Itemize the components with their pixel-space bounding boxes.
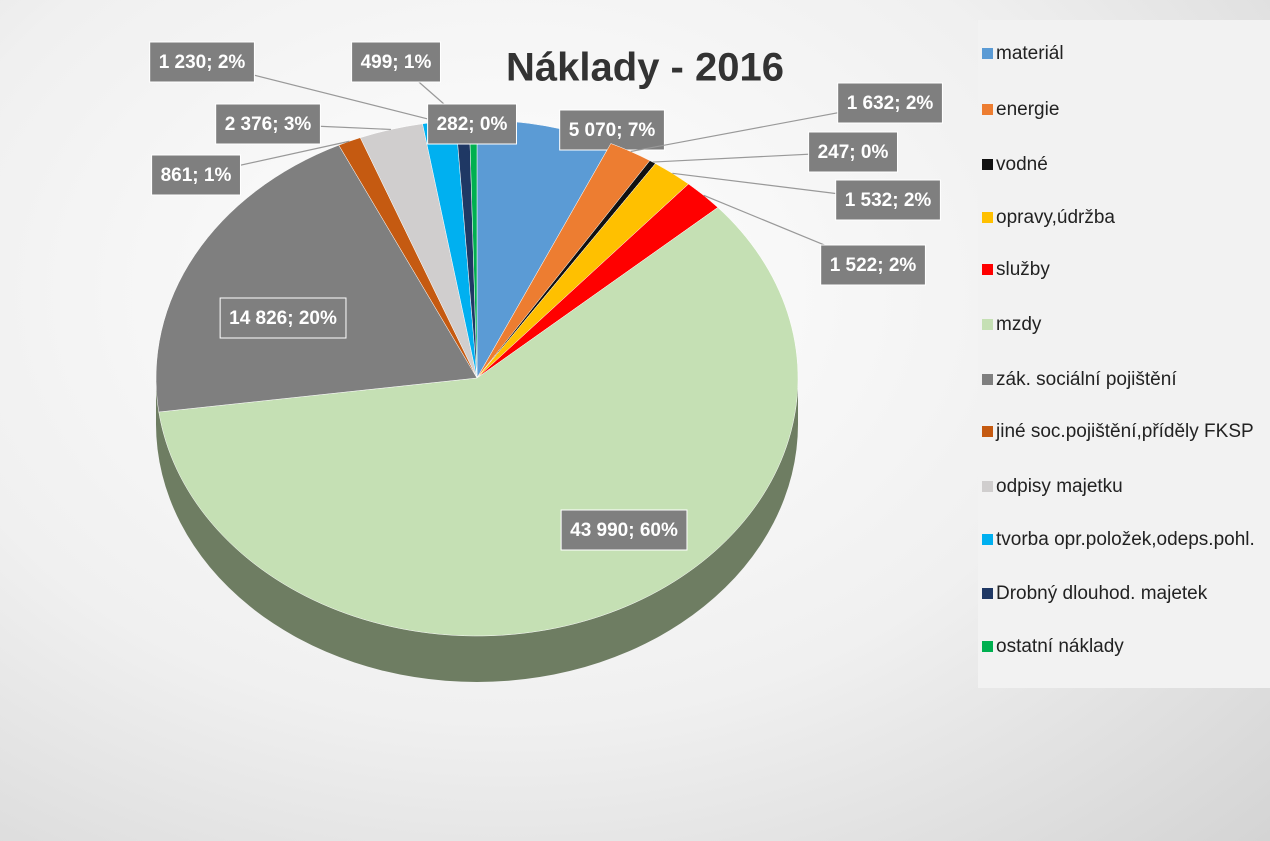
data-label-text: 14 826; 20% [229,308,337,329]
data-label: 1 532; 2% [835,179,941,221]
data-label-text: 247; 0% [818,142,889,163]
pie-slice [155,144,478,413]
legend-item: vodné [982,153,1268,177]
legend-swatch [982,588,993,599]
legend-item: tvorba opr.položek,odeps.pohl. [982,528,1268,552]
data-label-box [219,297,347,339]
data-label: 14 826; 20% [219,297,347,339]
legend-label: služby [996,259,1050,280]
legend-label: odpisy majetku [996,476,1123,497]
legend-label: mzdy [996,314,1042,335]
data-label-box [427,103,517,145]
legend-item: Drobný dlouhod. majetek [982,582,1268,606]
legend-label: vodné [996,154,1048,175]
legend-item: ostatní náklady [982,635,1268,659]
legend-item: jiné soc.pojištění,příděly FKSP [982,420,1268,444]
data-label: 247; 0% [808,131,898,173]
data-label-text: 43 990; 60% [570,520,678,541]
legend-swatch [982,534,993,545]
data-label-box [559,109,665,151]
legend-label: energie [996,99,1060,120]
legend-swatch [982,374,993,385]
data-label-box [560,509,688,551]
data-label-text: 1 532; 2% [845,190,932,211]
data-label-text: 1 522; 2% [830,255,917,276]
data-label-box [835,179,941,221]
legend-item: služby [982,258,1268,282]
legend-swatch [982,319,993,330]
data-label: 861; 1% [151,154,241,196]
legend-label: tvorba opr.položek,odeps.pohl. [996,529,1255,550]
data-label: 1 522; 2% [820,244,926,286]
data-label-box [215,103,321,145]
legend-label: ostatní náklady [996,636,1124,657]
chart-title: Náklady - 2016 [506,46,784,90]
legend-swatch [982,212,993,223]
legend-swatch [982,426,993,437]
legend-label: materiál [996,43,1064,64]
data-label: 43 990; 60% [560,509,688,551]
data-label-text: 499; 1% [361,52,432,73]
legend-swatch [982,481,993,492]
data-label-box [808,131,898,173]
legend-label: jiné soc.pojištění,příděly FKSP [996,421,1254,442]
legend-item: opravy,údržba [982,206,1268,230]
legend-item: zák. sociální pojištění [982,368,1268,392]
data-label-box [820,244,926,286]
legend-swatch [982,48,993,59]
legend-item: mzdy [982,313,1268,337]
data-label-text: 1 632; 2% [847,93,934,114]
data-label-box [351,41,441,83]
legend-swatch [982,641,993,652]
data-label-box [149,41,255,83]
legend-swatch [982,104,993,115]
data-label-box [151,154,241,196]
legend-item: materiál [982,42,1268,66]
legend-item: energie [982,98,1268,122]
data-label: 5 070; 7% [559,109,665,151]
data-label-text: 2 376; 3% [225,114,312,135]
legend-item: odpisy majetku [982,475,1268,499]
legend-swatch [982,159,993,170]
data-label-text: 1 230; 2% [159,52,246,73]
legend-label: opravy,údržba [996,207,1115,228]
legend: materiál energie vodné opravy,údržba služby m… [978,20,1270,688]
legend-label: Drobný dlouhod. majetek [996,583,1208,604]
data-label-box [837,82,943,124]
data-label-text: 861; 1% [161,165,232,186]
legend-label: zák. sociální pojištění [996,369,1177,390]
data-label: 1 632; 2% [837,82,943,124]
data-label: 499; 1% [351,41,441,83]
data-label-text: 282; 0% [437,114,508,135]
data-label: 1 230; 2% [149,41,255,83]
data-label: 2 376; 3% [215,103,321,145]
legend-swatch [982,264,993,275]
data-label: 282; 0% [427,103,517,145]
data-label-text: 5 070; 7% [569,120,656,141]
